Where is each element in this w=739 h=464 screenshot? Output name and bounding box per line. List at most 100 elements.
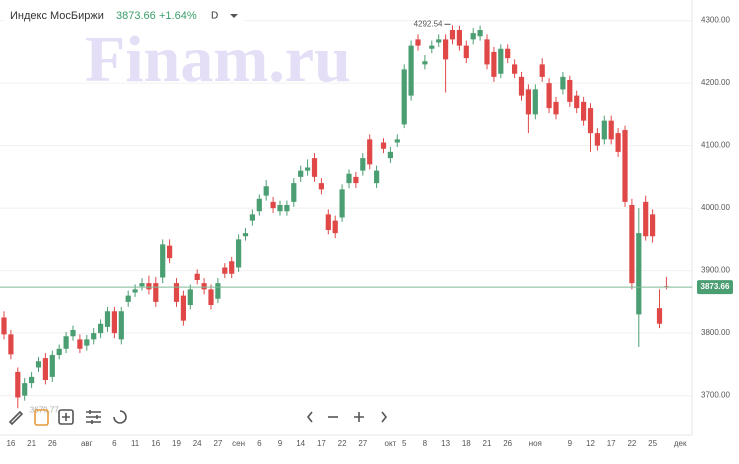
- candle-body: [615, 133, 621, 152]
- candle-body: [201, 283, 207, 290]
- candle-body: [325, 214, 331, 230]
- x-tick-label: сен: [232, 439, 245, 448]
- x-tick-label: 17: [317, 439, 326, 448]
- x-tick-label: 6: [257, 439, 262, 448]
- candle-body: [270, 201, 276, 209]
- candle-body: [180, 295, 186, 321]
- candle-body: [636, 233, 642, 315]
- interval[interactable]: D: [211, 11, 218, 22]
- candle-body: [22, 383, 28, 396]
- candle-body: [463, 45, 469, 59]
- x-tick-label: ноя: [529, 439, 542, 448]
- candle-body: [574, 95, 580, 109]
- candle-body: [8, 334, 14, 355]
- candle-body: [167, 245, 173, 259]
- candle-body: [587, 108, 594, 134]
- candle-body: [173, 283, 180, 302]
- scroll-left[interactable]: [306, 411, 313, 423]
- candle-body: [449, 30, 456, 40]
- candle-body: [429, 45, 435, 49]
- x-tick-label: 26: [503, 439, 512, 448]
- candle-body: [360, 158, 366, 171]
- x-tick-label: 9: [278, 439, 283, 448]
- candle-body: [553, 101, 559, 115]
- candle-body: [194, 273, 200, 280]
- candle-body: [15, 371, 21, 398]
- candle-body: [581, 101, 587, 121]
- pencil-icon[interactable]: [8, 410, 24, 426]
- candle-body: [518, 76, 525, 96]
- candle-body: [242, 233, 249, 237]
- x-tick-label: 18: [462, 439, 471, 448]
- y-tick-label: 4300.00: [701, 16, 730, 25]
- candle-body: [512, 64, 518, 74]
- y-tick-label: 4200.00: [701, 78, 730, 87]
- dropdown-arrow[interactable]: [230, 14, 238, 18]
- candle-body: [601, 120, 607, 140]
- candle-body: [443, 39, 449, 60]
- candle-body: [332, 220, 338, 234]
- x-tick-label: 26: [48, 439, 57, 448]
- x-tick-label: 16: [151, 439, 160, 448]
- header-change: +1.64%: [159, 10, 197, 22]
- candle-body: [132, 289, 138, 293]
- reset-icon[interactable]: [113, 410, 127, 424]
- candle-body: [305, 167, 311, 171]
- candle-body: [187, 289, 193, 305]
- candle-body: [208, 289, 214, 305]
- interval-button[interactable]: [207, 9, 221, 23]
- candle-body: [477, 30, 483, 37]
- x-tick-label: 19: [172, 439, 181, 448]
- candle-body: [229, 261, 235, 274]
- x-tick-label: авг: [81, 439, 93, 448]
- candle-body: [401, 69, 407, 125]
- y-tick-label: 4000.00: [701, 203, 730, 212]
- candle-body: [491, 51, 497, 77]
- x-tick-label: 27: [213, 439, 222, 448]
- add-icon[interactable]: [58, 409, 74, 425]
- x-tick-label: 5: [402, 439, 407, 448]
- add-icon-plus: [62, 413, 70, 421]
- candle-body: [387, 151, 393, 159]
- candle-body: [311, 158, 318, 177]
- candle-body: [256, 198, 262, 212]
- candle-body: [505, 48, 511, 59]
- candle-body: [298, 170, 304, 177]
- candle-body: [222, 267, 228, 274]
- x-tick-label: 22: [338, 439, 347, 448]
- candle-body: [236, 239, 242, 268]
- price-tag-label: 3873.66: [701, 282, 730, 291]
- drawing-toolbar: [8, 409, 388, 426]
- candle-body: [111, 311, 117, 334]
- candle-body: [422, 61, 428, 65]
- list-icon[interactable]: [34, 409, 49, 426]
- x-tick-label: 25: [648, 439, 657, 448]
- instrument-title: Индекс МосБиржи: [10, 10, 104, 22]
- candle-body: [374, 170, 380, 184]
- x-tick-label: дек: [674, 439, 687, 448]
- x-tick-label: 21: [483, 439, 492, 448]
- candle-body: [1, 317, 7, 335]
- candle-body: [656, 308, 663, 324]
- zoom-in[interactable]: [354, 412, 364, 422]
- candle-body: [104, 311, 111, 327]
- candle-body: [215, 283, 221, 299]
- x-tick-label: 16: [6, 439, 15, 448]
- candle-body: [532, 89, 538, 115]
- candle-body: [29, 376, 35, 384]
- x-tick-label: окт: [385, 439, 397, 448]
- candle-body: [263, 186, 269, 196]
- candle-body: [415, 39, 421, 46]
- y-tick-label: 4100.00: [701, 141, 730, 150]
- candle-body: [594, 133, 600, 146]
- y-tick-label: 3800.00: [701, 328, 730, 337]
- candle-body: [608, 120, 614, 140]
- x-tick-label: 17: [607, 439, 616, 448]
- candle-body: [353, 176, 359, 184]
- candle-body: [146, 283, 152, 290]
- settings-icon[interactable]: [86, 410, 101, 424]
- high-label: 4292.54: [414, 19, 443, 28]
- scroll-right[interactable]: [381, 411, 388, 423]
